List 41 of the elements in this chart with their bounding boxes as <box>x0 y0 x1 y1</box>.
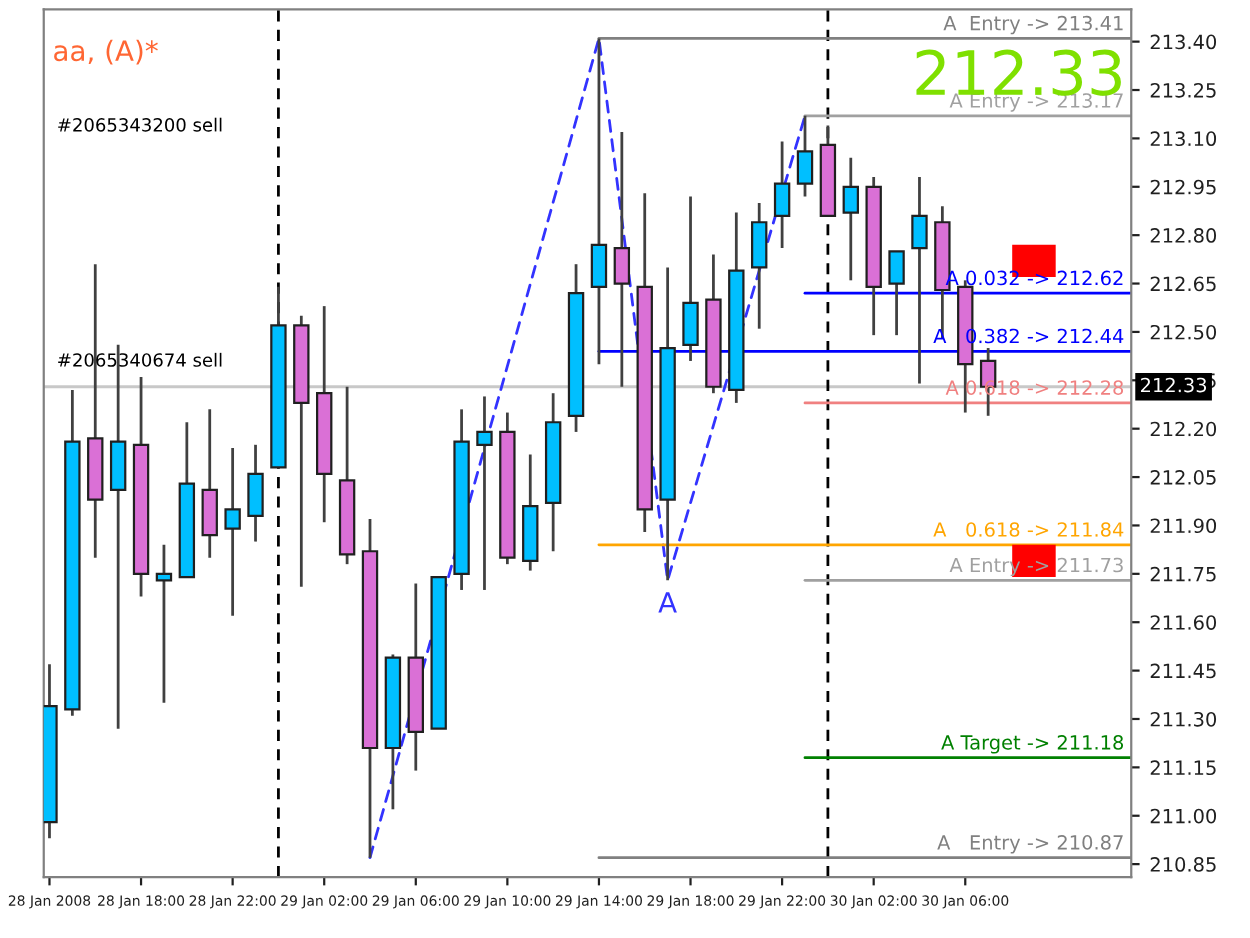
y-tick-label: 212.20 <box>1150 421 1217 437</box>
candlestick <box>476 395 493 592</box>
candlestick <box>590 37 608 366</box>
ref-line-label: 212.33 <box>1141 377 1207 393</box>
candlestick <box>201 407 218 560</box>
candlestick <box>224 446 241 618</box>
y-tick-label: 210.85 <box>1150 857 1216 872</box>
y-tick-label: 213.40 <box>1150 34 1217 50</box>
y-tick-label: 212.65 <box>1150 276 1216 292</box>
candlestick <box>155 543 173 705</box>
series-label: A Entry -> 213.41 <box>943 15 1123 35</box>
candlestick <box>773 140 791 250</box>
annotation: A <box>658 592 677 613</box>
candlestick <box>888 249 905 337</box>
y-tick-label: 211.15 <box>1150 760 1216 776</box>
y-tick-label: 213.25 <box>1150 82 1216 98</box>
text: aa, (A)* <box>54 39 158 65</box>
candlestick <box>682 195 699 363</box>
candlestick <box>911 175 928 385</box>
candlestick <box>247 443 264 543</box>
y-tick-label: 211.30 <box>1150 711 1217 727</box>
y-tick-label: 211.00 <box>1150 808 1217 824</box>
line-series <box>368 37 807 860</box>
annotation: #2065343200 sell <box>58 117 222 132</box>
candlestick <box>751 201 768 331</box>
series-label: A 0.618 -> 211.84 <box>933 522 1124 537</box>
candlestick <box>842 156 859 282</box>
y-tick-label: 211.60 <box>1150 615 1217 630</box>
candlestick <box>613 130 631 389</box>
y-tick-label: 211.45 <box>1150 663 1216 679</box>
y-tick-label: 211.75 <box>1150 566 1216 582</box>
y-tick-label: 212.05 <box>1150 470 1216 485</box>
y-tick-label: 213.10 <box>1150 131 1217 147</box>
y-tick-label: 211.90 <box>1150 518 1217 534</box>
series-label: A Target -> 211.18 <box>941 735 1124 754</box>
y-tick-label: 212.50 <box>1150 324 1217 340</box>
candlestick <box>796 114 814 198</box>
y-tick-label: 212.95 <box>1150 179 1216 195</box>
y-tick-label: 212.80 <box>1150 228 1217 243</box>
annotation: 212.33 <box>916 49 1121 96</box>
series-label: A Entry -> 210.87 <box>937 835 1123 854</box>
